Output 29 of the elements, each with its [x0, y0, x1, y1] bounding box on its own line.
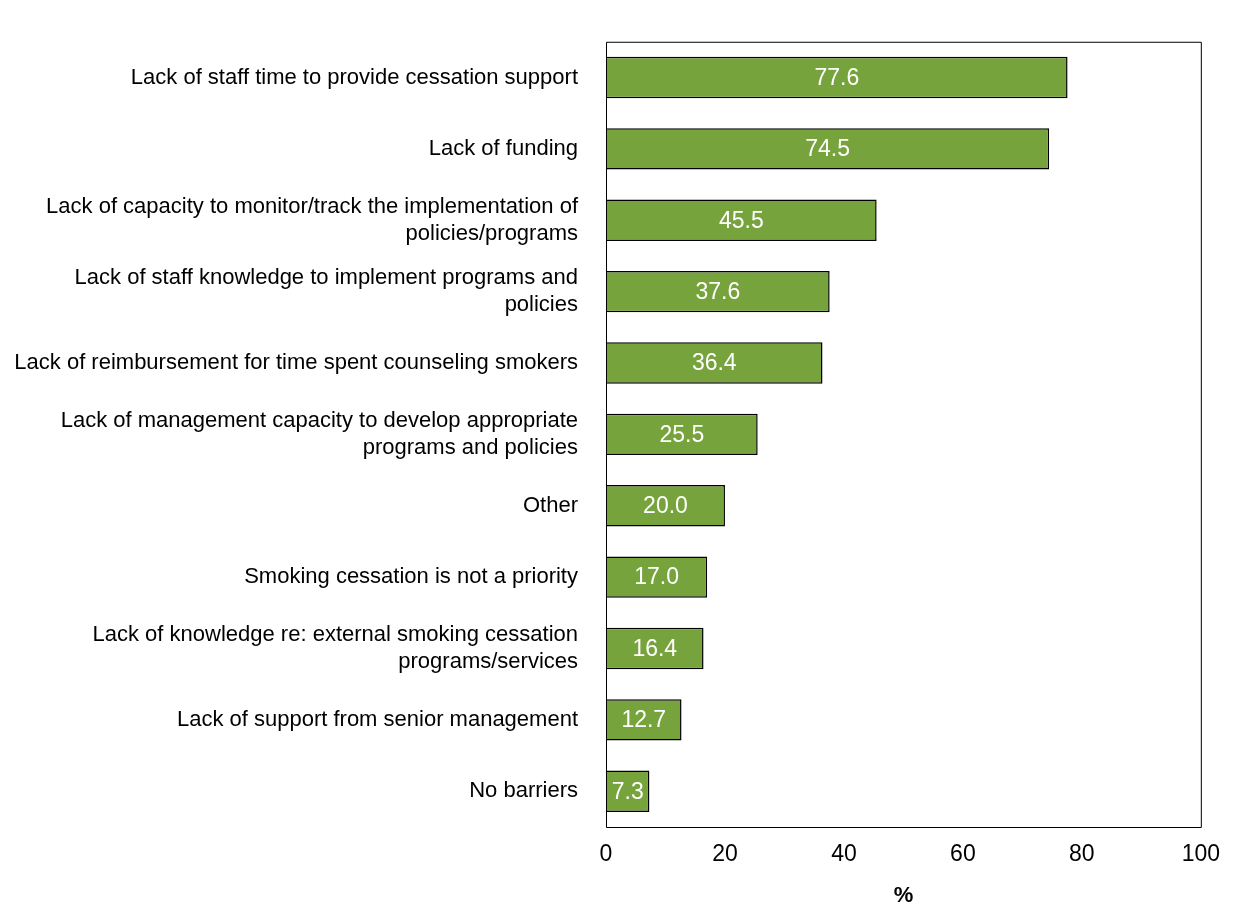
data-label: 45.5 [718, 206, 764, 233]
data-label: 77.6 [814, 63, 860, 90]
data-label: 36.4 [691, 349, 737, 376]
x-tick-label: 100 [1181, 840, 1220, 867]
x-tick-label: 40 [831, 840, 857, 867]
data-label: 37.6 [695, 277, 741, 304]
y-tick-label: Lack of knowledge re: external smoking cessation programs/services [92, 620, 578, 674]
data-label: 16.4 [632, 634, 678, 661]
y-tick-label: Lack of funding [428, 134, 578, 160]
data-label: 12.7 [621, 706, 667, 733]
data-label: 20.0 [643, 492, 688, 519]
y-tick-label: Other [522, 491, 578, 517]
x-tick-label: 80 [1069, 840, 1095, 867]
x-axis-title: % [893, 881, 914, 907]
y-tick-label: No barriers [469, 777, 578, 803]
y-tick-label: Lack of staff knowledge to implement programs and policies [74, 263, 578, 317]
data-label: 17.0 [634, 563, 679, 590]
x-tick-label: 20 [712, 840, 738, 867]
y-tick-label: Lack of management capacity to develop appropriate programs and policies [60, 406, 578, 460]
y-tick-label: Lack of capacity to monitor/track the implementation of policies/programs [46, 192, 579, 246]
y-tick-label: Lack of reimbursement for time spent counseling smokers [14, 349, 578, 375]
data-label: 7.3 [611, 777, 644, 804]
x-tick-label: 60 [950, 840, 976, 867]
data-label: 25.5 [659, 420, 705, 447]
x-tick-label: 0 [599, 840, 613, 867]
y-tick-label: Lack of support from senior management [176, 705, 578, 731]
y-tick-label: Smoking cessation is not a priority [244, 563, 578, 589]
y-tick-label: Lack of staff time to provide cessation support [130, 63, 578, 89]
data-label: 74.5 [805, 135, 850, 162]
